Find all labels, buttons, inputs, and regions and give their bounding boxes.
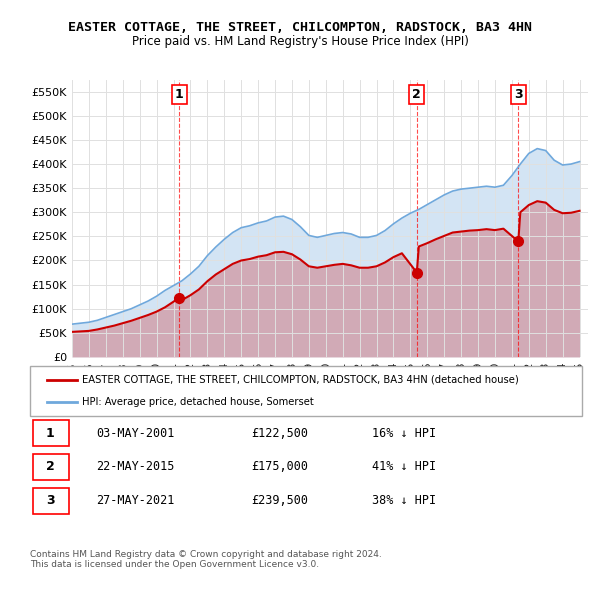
Text: EASTER COTTAGE, THE STREET, CHILCOMPTON, RADSTOCK, BA3 4HN (detached house): EASTER COTTAGE, THE STREET, CHILCOMPTON,… (82, 375, 519, 385)
Text: 3: 3 (514, 88, 523, 101)
Text: 41% ↓ HPI: 41% ↓ HPI (372, 460, 436, 474)
Text: 27-MAY-2021: 27-MAY-2021 (96, 494, 175, 507)
Text: 2: 2 (412, 88, 421, 101)
Text: 3: 3 (46, 494, 55, 507)
Text: 22-MAY-2015: 22-MAY-2015 (96, 460, 175, 474)
FancyBboxPatch shape (33, 487, 68, 513)
Text: £239,500: £239,500 (251, 494, 308, 507)
Text: 16% ↓ HPI: 16% ↓ HPI (372, 427, 436, 440)
Text: 2: 2 (46, 460, 55, 474)
Text: HPI: Average price, detached house, Somerset: HPI: Average price, detached house, Some… (82, 397, 314, 407)
Text: Price paid vs. HM Land Registry's House Price Index (HPI): Price paid vs. HM Land Registry's House … (131, 35, 469, 48)
FancyBboxPatch shape (30, 366, 582, 416)
Text: 1: 1 (46, 427, 55, 440)
Text: Contains HM Land Registry data © Crown copyright and database right 2024.
This d: Contains HM Land Registry data © Crown c… (30, 550, 382, 569)
Text: £175,000: £175,000 (251, 460, 308, 474)
Text: EASTER COTTAGE, THE STREET, CHILCOMPTON, RADSTOCK, BA3 4HN: EASTER COTTAGE, THE STREET, CHILCOMPTON,… (68, 21, 532, 34)
FancyBboxPatch shape (33, 421, 68, 447)
Text: 1: 1 (175, 88, 184, 101)
Text: £122,500: £122,500 (251, 427, 308, 440)
Text: 03-MAY-2001: 03-MAY-2001 (96, 427, 175, 440)
FancyBboxPatch shape (33, 454, 68, 480)
Text: 38% ↓ HPI: 38% ↓ HPI (372, 494, 436, 507)
